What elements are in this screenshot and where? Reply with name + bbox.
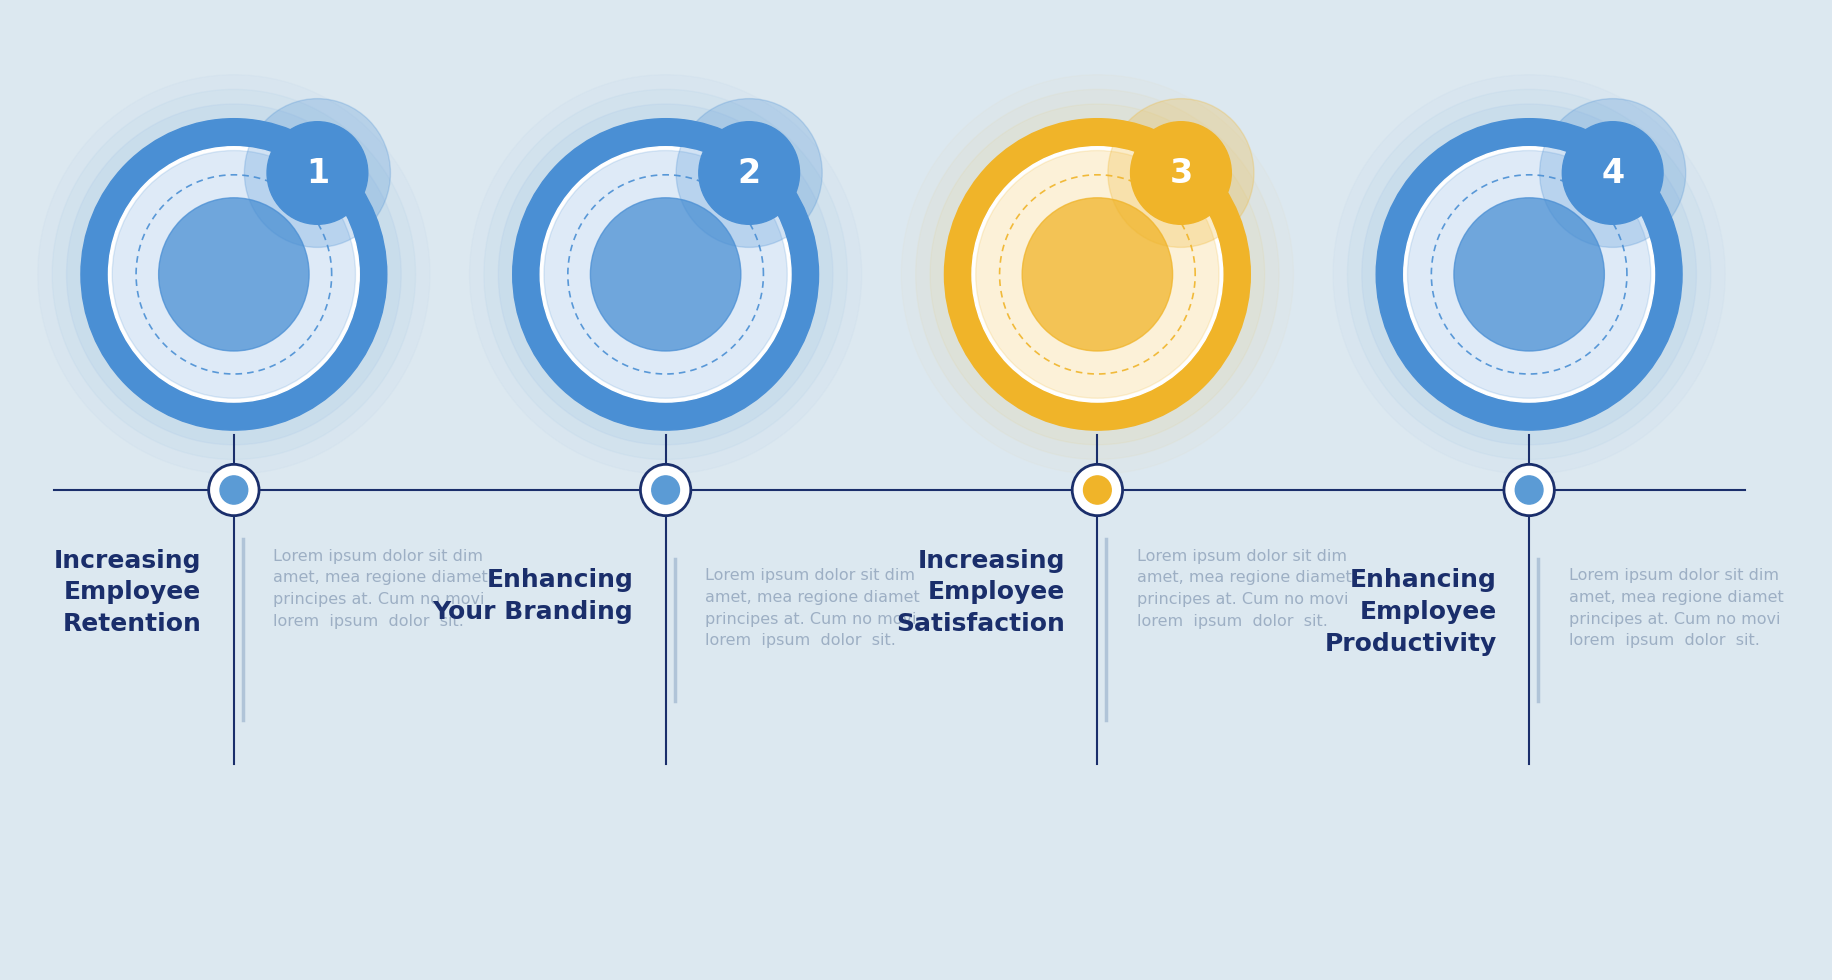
Ellipse shape [81, 119, 387, 430]
Text: 1: 1 [306, 157, 330, 189]
Ellipse shape [1455, 198, 1605, 351]
Ellipse shape [1403, 147, 1654, 402]
Ellipse shape [1083, 476, 1112, 504]
Ellipse shape [973, 147, 1222, 402]
Ellipse shape [590, 198, 740, 351]
Ellipse shape [945, 119, 1249, 430]
Ellipse shape [698, 122, 799, 224]
Ellipse shape [1361, 104, 1696, 445]
Ellipse shape [1022, 198, 1172, 351]
Text: Lorem ipsum dolor sit dim
amet, mea regione diamet
principes at. Cum no movi
lor: Lorem ipsum dolor sit dim amet, mea regi… [273, 549, 487, 628]
Ellipse shape [1563, 122, 1663, 224]
Text: 3: 3 [1169, 157, 1193, 189]
Ellipse shape [159, 198, 310, 351]
Ellipse shape [112, 151, 355, 398]
Text: Increasing
Employee
Satisfaction: Increasing Employee Satisfaction [896, 549, 1064, 636]
Text: Lorem ipsum dolor sit dim
amet, mea regione diamet
principes at. Cum no movi
lor: Lorem ipsum dolor sit dim amet, mea regi… [705, 568, 920, 648]
Ellipse shape [513, 119, 819, 430]
Text: Lorem ipsum dolor sit dim
amet, mea regione diamet
principes at. Cum no movi
lor: Lorem ipsum dolor sit dim amet, mea regi… [1138, 549, 1352, 628]
Ellipse shape [945, 119, 1249, 430]
Ellipse shape [652, 476, 680, 504]
Ellipse shape [1407, 151, 1651, 398]
Ellipse shape [1376, 119, 1682, 430]
Ellipse shape [1504, 465, 1554, 515]
Ellipse shape [544, 151, 788, 398]
Ellipse shape [244, 99, 390, 247]
Ellipse shape [1130, 122, 1231, 224]
Ellipse shape [498, 104, 834, 445]
Ellipse shape [1515, 476, 1543, 504]
Ellipse shape [1072, 465, 1123, 515]
Ellipse shape [676, 99, 823, 247]
Ellipse shape [66, 104, 401, 445]
Text: 4: 4 [1601, 157, 1625, 189]
Ellipse shape [209, 465, 258, 515]
Ellipse shape [81, 119, 387, 430]
Ellipse shape [540, 147, 791, 402]
Ellipse shape [1108, 99, 1253, 247]
Text: 2: 2 [738, 157, 760, 189]
Ellipse shape [931, 104, 1264, 445]
Ellipse shape [641, 465, 691, 515]
Text: Enhancing
Your Branding: Enhancing Your Branding [432, 568, 634, 624]
Ellipse shape [1539, 99, 1685, 247]
Text: Increasing
Employee
Retention: Increasing Employee Retention [53, 549, 202, 636]
Ellipse shape [1376, 119, 1682, 430]
Ellipse shape [267, 122, 368, 224]
Text: Lorem ipsum dolor sit dim
amet, mea regione diamet
principes at. Cum no movi
lor: Lorem ipsum dolor sit dim amet, mea regi… [1568, 568, 1784, 648]
Text: Enhancing
Employee
Productivity: Enhancing Employee Productivity [1325, 568, 1497, 656]
Ellipse shape [108, 147, 359, 402]
Ellipse shape [220, 476, 247, 504]
Ellipse shape [513, 119, 819, 430]
Ellipse shape [976, 151, 1218, 398]
